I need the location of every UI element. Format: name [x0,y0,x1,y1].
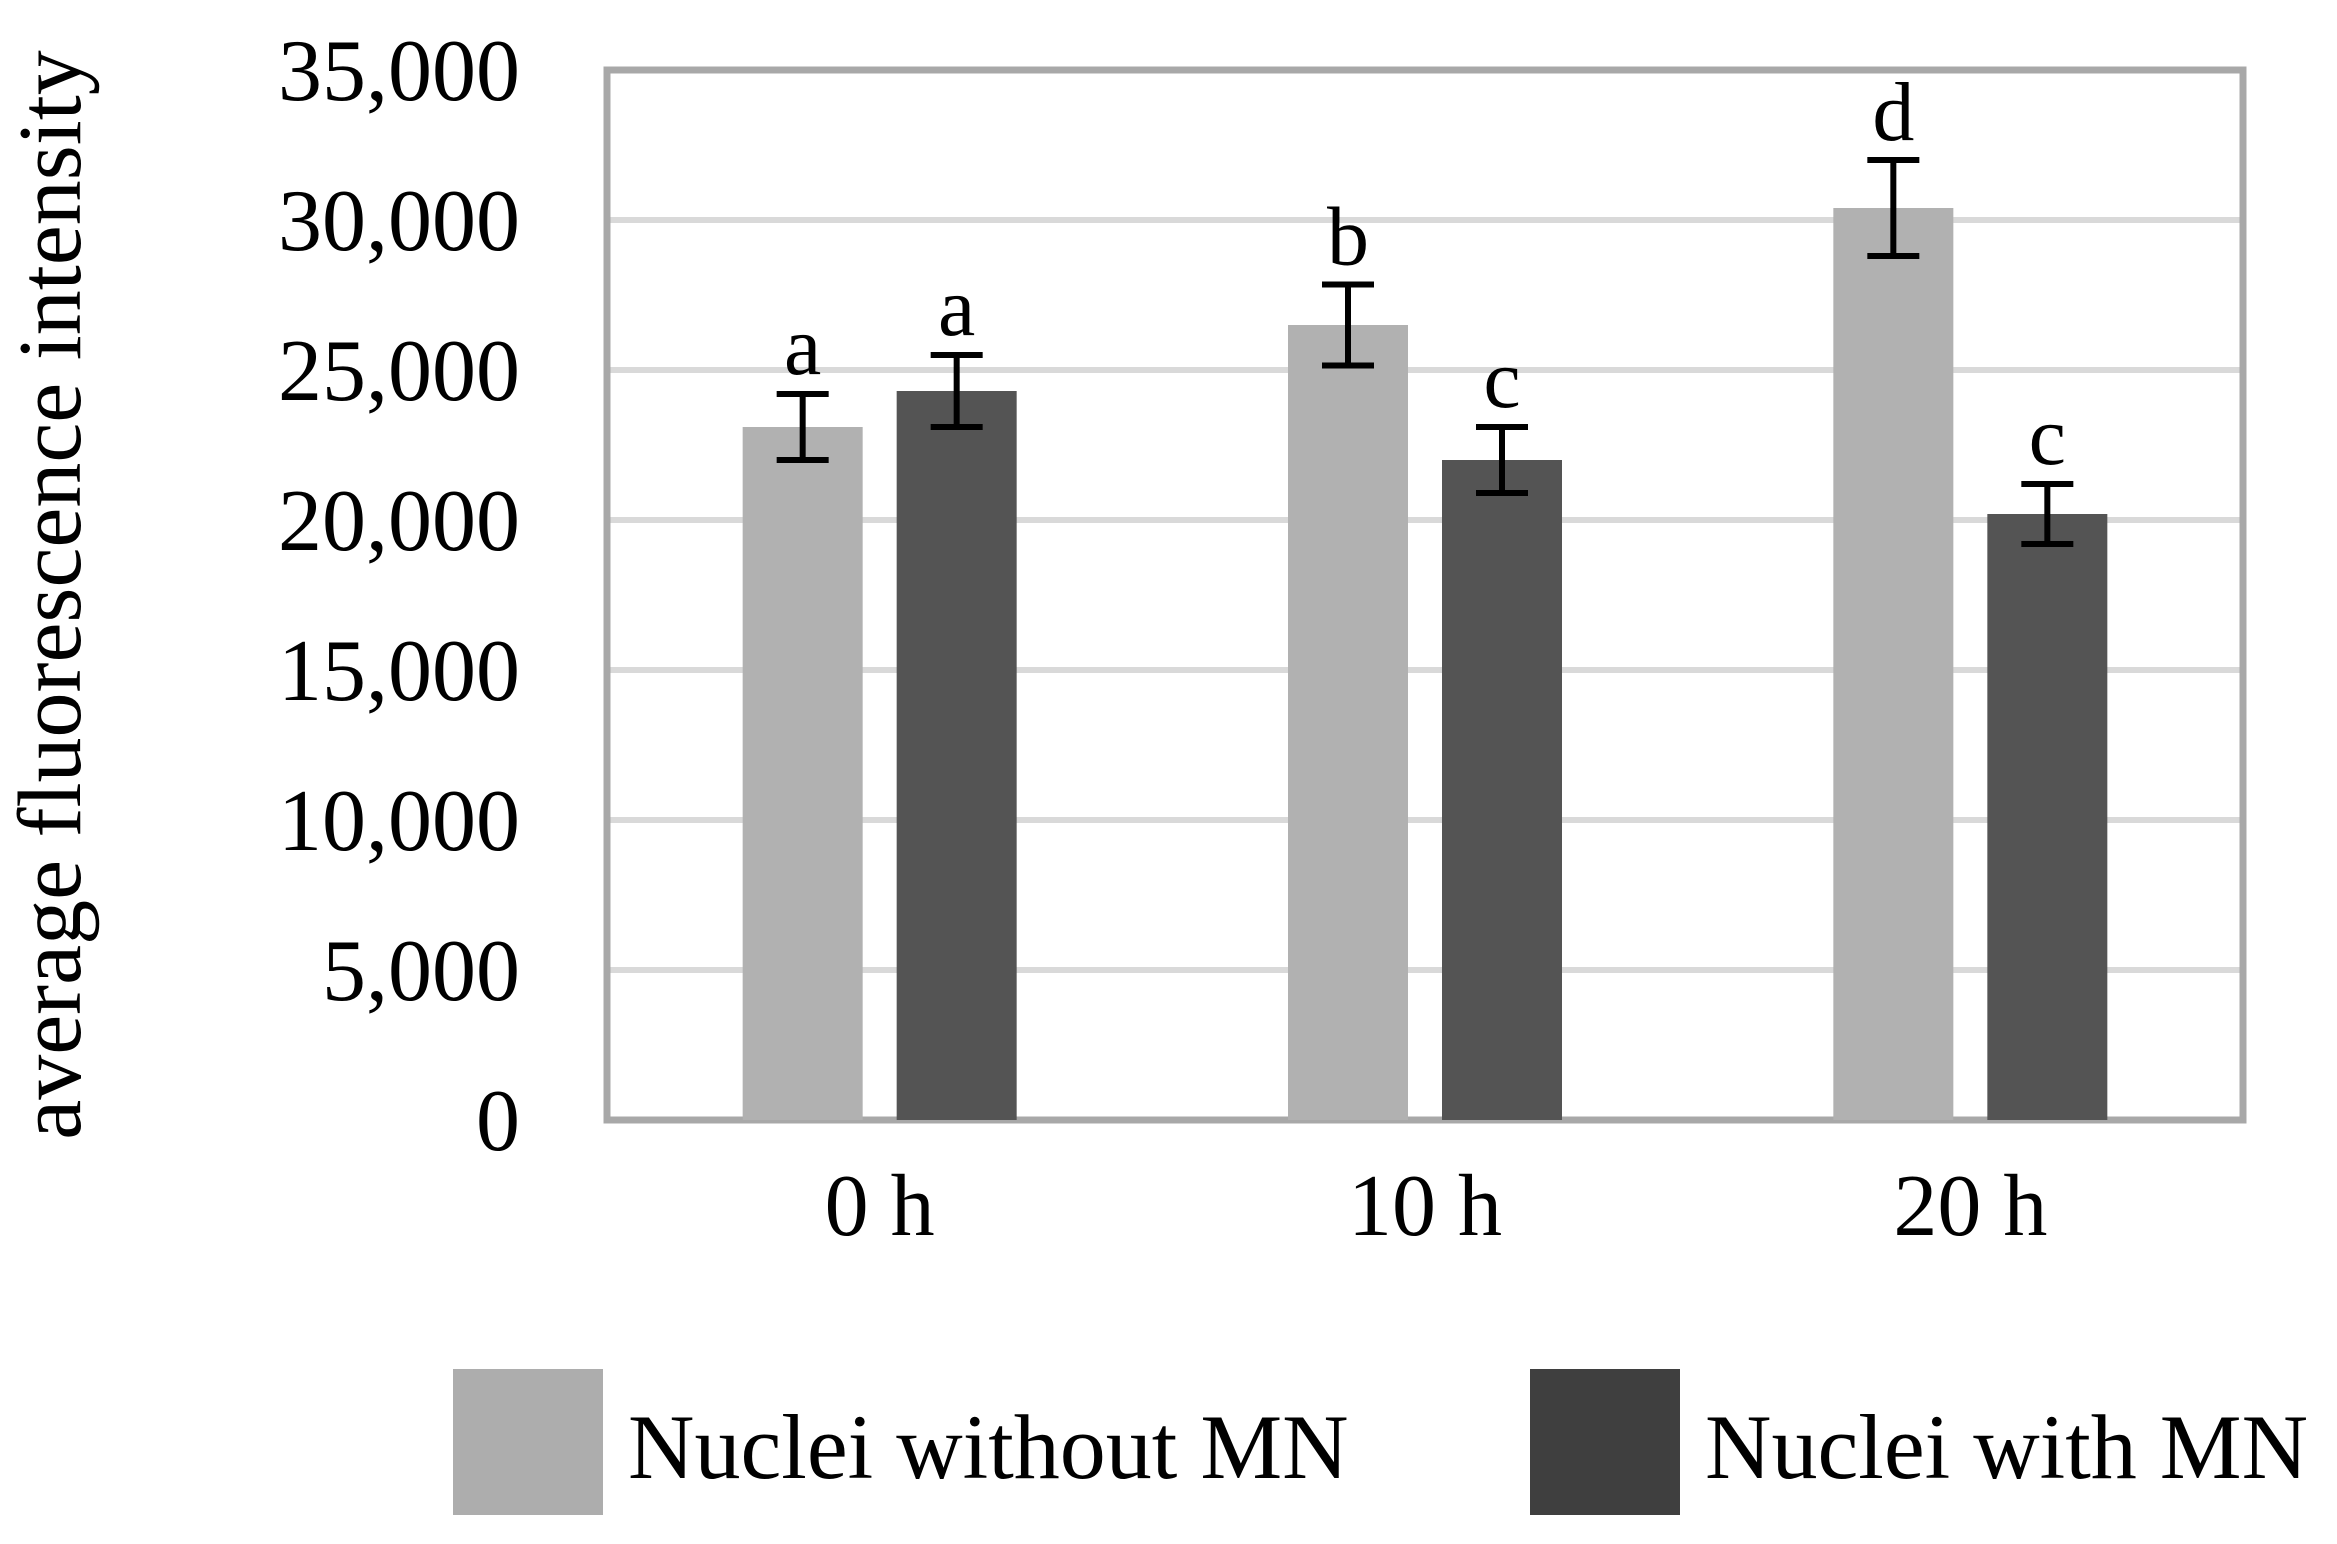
error-bar [930,352,983,430]
significance-letter: c [2029,390,2066,483]
y-tick-label: 10,000 [278,773,520,870]
gridlines-group [607,217,2243,973]
bar [896,391,1017,1120]
error-bar [1867,157,1920,259]
y-tick-label: 20,000 [278,473,520,570]
x-tick-label: 0 h [825,1158,935,1255]
y-tick-label: 0 [476,1073,520,1170]
error-bar [1476,424,1528,496]
significance-letter: a [938,261,975,354]
bar [1442,460,1562,1120]
y-tick-label: 15,000 [278,623,520,720]
y-tick-label: 25,000 [278,323,520,420]
error-bar [2021,481,2074,547]
legend-label: Nuclei with MN [1705,1396,2308,1498]
bar [1987,514,2108,1120]
significance-letter: d [1872,66,1914,159]
bar [1833,208,1954,1120]
legend: Nuclei without MN Nuclei with MN [453,1369,2308,1515]
bar [742,427,863,1120]
y-tick-label: 5,000 [322,923,520,1020]
error-bar [776,391,829,463]
y-tick-label: 35,000 [278,23,520,120]
y-axis-title: average fluorescence intensity [1,50,100,1139]
plot-border [603,66,2247,1124]
significance-letter: a [784,300,821,393]
significance-letter: c [1483,333,1520,426]
x-tick-label: 10 h [1348,1158,1502,1255]
x-tick-label: 20 h [1893,1158,2047,1255]
legend-swatch [1530,1369,1680,1515]
error-bar [1322,281,1374,369]
y-tick-label: 30,000 [278,173,520,270]
bar [1288,325,1408,1120]
legend-swatch [453,1369,603,1515]
significance-letter: b [1327,191,1369,284]
legend-label: Nuclei without MN [628,1396,1349,1498]
